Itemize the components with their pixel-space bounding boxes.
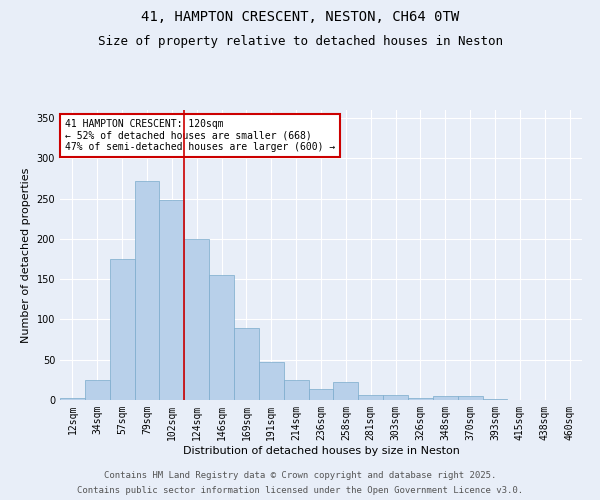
Bar: [458, 396, 482, 400]
Bar: [160, 200, 184, 400]
Bar: [134, 181, 160, 400]
Text: Size of property relative to detached houses in Neston: Size of property relative to detached ho…: [97, 35, 503, 48]
Bar: [259, 362, 284, 400]
Bar: [284, 380, 308, 400]
Bar: [482, 399, 508, 400]
X-axis label: Distribution of detached houses by size in Neston: Distribution of detached houses by size …: [182, 446, 460, 456]
Text: Contains HM Land Registry data © Crown copyright and database right 2025.: Contains HM Land Registry data © Crown c…: [104, 471, 496, 480]
Bar: [408, 398, 433, 400]
Text: 41, HAMPTON CRESCENT, NESTON, CH64 0TW: 41, HAMPTON CRESCENT, NESTON, CH64 0TW: [141, 10, 459, 24]
Bar: [358, 395, 383, 400]
Bar: [334, 382, 358, 400]
Bar: [60, 398, 85, 400]
Bar: [110, 259, 134, 400]
Bar: [433, 396, 458, 400]
Text: 41 HAMPTON CRESCENT: 120sqm
← 52% of detached houses are smaller (668)
47% of se: 41 HAMPTON CRESCENT: 120sqm ← 52% of det…: [65, 118, 335, 152]
Bar: [234, 328, 259, 400]
Y-axis label: Number of detached properties: Number of detached properties: [21, 168, 31, 342]
Bar: [383, 395, 408, 400]
Bar: [308, 388, 334, 400]
Bar: [209, 275, 234, 400]
Bar: [85, 380, 110, 400]
Bar: [184, 239, 209, 400]
Text: Contains public sector information licensed under the Open Government Licence v3: Contains public sector information licen…: [77, 486, 523, 495]
